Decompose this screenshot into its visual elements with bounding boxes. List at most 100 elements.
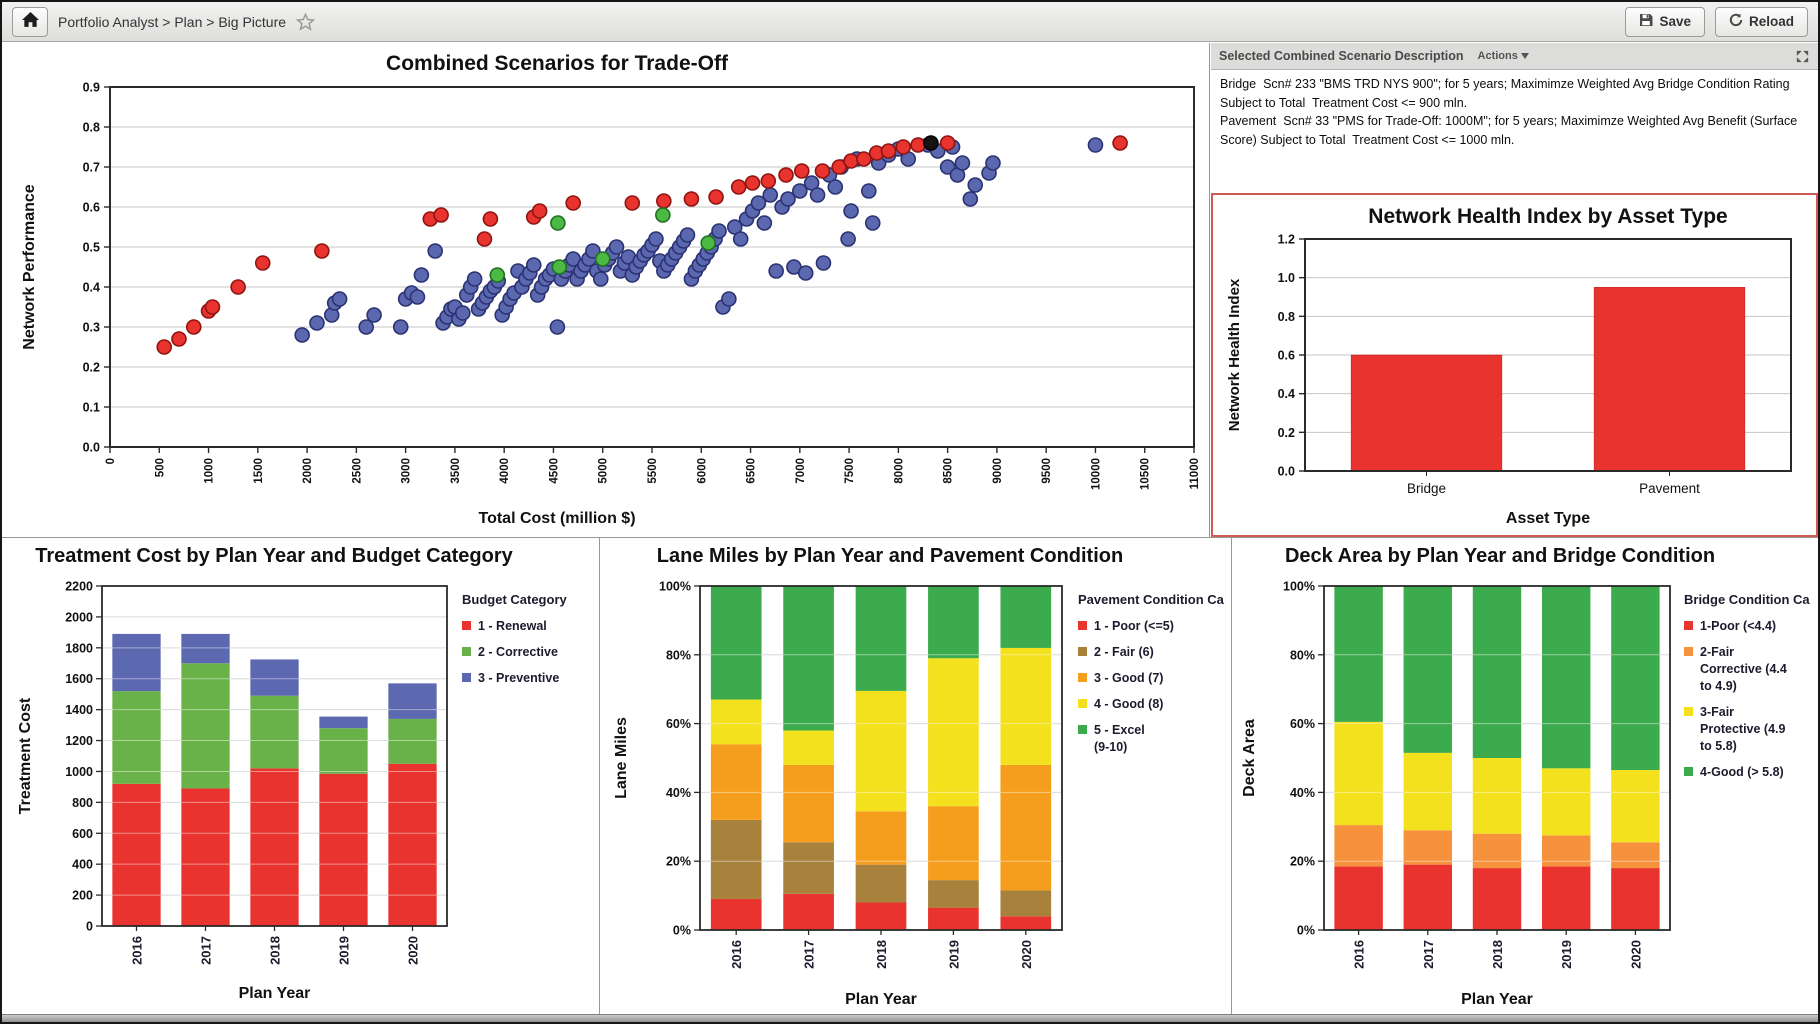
svg-text:20%: 20% [1290,855,1315,869]
svg-text:80%: 80% [666,648,691,662]
svg-text:2018: 2018 [268,936,283,965]
svg-text:0.0: 0.0 [1278,465,1295,479]
svg-text:5500: 5500 [647,458,659,484]
svg-text:1600: 1600 [65,672,93,686]
network-health-chart[interactable]: Network Health Index by Asset Type Bridge… [1213,195,1814,533]
svg-text:0%: 0% [673,924,691,938]
svg-text:1800: 1800 [65,641,93,655]
svg-text:0.8: 0.8 [1278,310,1295,324]
save-button[interactable]: Save [1625,6,1705,37]
svg-text:1-Poor (<4.4): 1-Poor (<4.4) [1700,619,1776,633]
svg-text:Corrective (4.4: Corrective (4.4 [1700,662,1787,676]
svg-text:3500: 3500 [450,458,462,484]
treatment-cost-chart[interactable]: Treatment Cost by Plan Year and Budget C… [2,538,599,1015]
svg-text:2017: 2017 [199,936,214,965]
svg-text:0.5: 0.5 [83,241,100,255]
svg-text:1 - Poor (<=5): 1 - Poor (<=5) [1094,619,1174,633]
svg-text:Budget Category: Budget Category [462,592,568,607]
lane-miles-chart[interactable]: Lane Miles by Plan Year and Pavement Con… [600,538,1231,1015]
actions-label: Actions [1477,50,1518,62]
svg-text:1400: 1400 [65,703,93,717]
svg-text:400: 400 [72,858,93,872]
right-column: Selected Combined Scenario Description A… [1211,43,1818,537]
svg-text:Lane Miles by Plan Year and Pa: Lane Miles by Plan Year and Pavement Con… [657,545,1123,567]
expand-icon[interactable] [1795,49,1810,64]
svg-text:Bridge: Bridge [1407,481,1446,496]
svg-text:600: 600 [72,827,93,841]
scenario-description-header: Selected Combined Scenario Description A… [1211,43,1818,70]
svg-text:2 - Fair (6): 2 - Fair (6) [1094,645,1154,659]
home-button[interactable] [12,6,48,37]
network-health-panel: Network Health Index by Asset Type Bridge… [1211,193,1818,537]
actions-dropdown[interactable]: Actions [1478,50,1529,62]
svg-text:10000: 10000 [1090,458,1102,490]
scenario-description-text: Bridge Scn# 233 "BMS TRD NYS 900"; for 5… [1211,70,1818,154]
svg-text:0.6: 0.6 [1278,349,1295,363]
svg-text:7500: 7500 [844,458,856,484]
breadcrumb: Portfolio Analyst > Plan > Big Picture [58,13,287,30]
pavement-scenario-line: Pavement Scn# 33 "PMS for Trade-Off: 100… [1220,114,1801,147]
reload-label: Reload [1748,14,1794,29]
svg-text:to 4.9): to 4.9) [1700,679,1737,693]
combined-scenarios-panel: Combined Scenarios for Trade-Off 0.0 0.1 0.… [2,43,1210,537]
save-icon [1639,13,1653,30]
svg-text:0.2: 0.2 [1278,426,1295,440]
svg-text:2 - Corrective: 2 - Corrective [478,645,558,659]
svg-text:60%: 60% [1290,717,1315,731]
svg-text:8500: 8500 [943,458,955,484]
svg-text:Protective (4.9: Protective (4.9 [1700,722,1786,736]
svg-text:6500: 6500 [746,458,758,484]
svg-text:0.4: 0.4 [1278,387,1295,401]
toolbar: Portfolio Analyst > Plan > Big Picture S… [2,2,1818,42]
combined-scenarios-chart[interactable]: Combined Scenarios for Trade-Off 0.0 0.1 0.… [2,43,1208,535]
window-bottom-edge [2,1014,1818,1022]
svg-text:1.2: 1.2 [1278,233,1295,247]
svg-text:0.9: 0.9 [83,81,100,95]
svg-text:2500: 2500 [351,458,363,484]
svg-text:Treatment Cost: Treatment Cost [17,697,34,814]
svg-text:80%: 80% [1290,648,1315,662]
svg-text:Treatment Cost by Plan Year an: Treatment Cost by Plan Year and Budget C… [35,545,513,567]
svg-text:4000: 4000 [499,458,511,484]
svg-text:0.6: 0.6 [83,201,100,215]
svg-text:2-Fair: 2-Fair [1700,645,1734,659]
svg-text:1000: 1000 [204,458,216,484]
svg-text:5 - Excel: 5 - Excel [1094,723,1145,737]
lane-miles-panel: Lane Miles by Plan Year and Pavement Con… [600,538,1232,1015]
svg-text:2000: 2000 [65,610,93,624]
svg-text:200: 200 [72,889,93,903]
svg-text:100%: 100% [1283,580,1315,594]
scenario-description-title: Selected Combined Scenario Description [1219,49,1464,63]
scenario-description-panel: Selected Combined Scenario Description A… [1211,43,1818,193]
favorite-star-icon[interactable] [296,12,316,31]
svg-text:2020: 2020 [406,936,421,965]
svg-text:3000: 3000 [401,458,413,484]
svg-text:3 - Good (7): 3 - Good (7) [1094,671,1163,685]
save-label: Save [1659,14,1691,29]
svg-text:Deck Area by Plan Year and Bri: Deck Area by Plan Year and Bridge Condit… [1285,545,1715,567]
svg-text:0: 0 [105,458,117,464]
svg-text:3 - Preventive: 3 - Preventive [478,671,559,685]
deck-area-chart[interactable]: Deck Area by Plan Year and Bridge Condit… [1232,538,1818,1015]
svg-text:(9-10): (9-10) [1094,740,1127,754]
svg-text:0.1: 0.1 [83,401,100,415]
svg-text:3-Fair: 3-Fair [1700,705,1734,719]
svg-text:0.0: 0.0 [83,441,100,455]
svg-text:2017: 2017 [1421,940,1436,969]
svg-text:0.3: 0.3 [83,321,100,335]
reload-icon [1729,13,1743,30]
svg-text:2019: 2019 [337,936,352,965]
svg-text:6000: 6000 [696,458,708,484]
bottom-row: Treatment Cost by Plan Year and Budget C… [2,537,1818,1015]
reload-button[interactable]: Reload [1714,6,1808,37]
svg-text:Network Health Index by Asset: Network Health Index by Asset Type [1368,205,1727,228]
svg-text:9500: 9500 [1041,458,1053,484]
svg-text:4500: 4500 [548,458,560,484]
svg-text:Asset Type: Asset Type [1506,510,1590,527]
svg-text:100%: 100% [659,580,691,594]
svg-text:4 - Good (8): 4 - Good (8) [1094,697,1163,711]
svg-text:Network Health Index: Network Health Index [1226,278,1243,431]
svg-text:7000: 7000 [795,458,807,484]
svg-text:Network Performance: Network Performance [21,184,38,349]
svg-text:40%: 40% [1290,786,1315,800]
